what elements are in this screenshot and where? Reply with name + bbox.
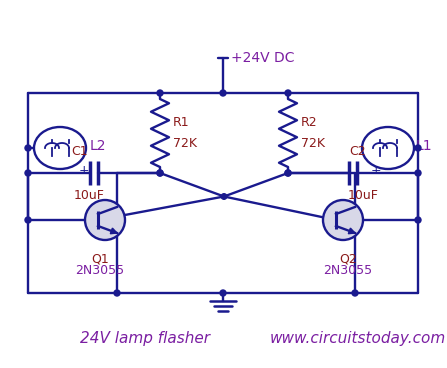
Text: C1: C1 xyxy=(72,145,89,158)
Polygon shape xyxy=(348,228,355,234)
Circle shape xyxy=(415,217,421,223)
Text: C2: C2 xyxy=(350,145,366,158)
Circle shape xyxy=(415,170,421,176)
Circle shape xyxy=(285,90,291,96)
Text: 24V lamp flasher: 24V lamp flasher xyxy=(80,330,210,346)
Circle shape xyxy=(114,290,120,296)
Circle shape xyxy=(415,145,421,151)
Text: www.circuitstoday.com: www.circuitstoday.com xyxy=(270,330,446,346)
Text: R2: R2 xyxy=(301,116,318,129)
Circle shape xyxy=(25,170,31,176)
Circle shape xyxy=(85,200,125,240)
Circle shape xyxy=(220,90,226,96)
Circle shape xyxy=(157,170,163,176)
Circle shape xyxy=(352,290,358,296)
Circle shape xyxy=(220,290,226,296)
Circle shape xyxy=(157,170,163,176)
Text: +: + xyxy=(371,163,381,177)
Text: +: + xyxy=(78,163,89,177)
Text: Q2: Q2 xyxy=(339,252,357,265)
Circle shape xyxy=(25,217,31,223)
Circle shape xyxy=(323,200,363,240)
Text: 72K: 72K xyxy=(173,137,197,150)
Ellipse shape xyxy=(362,127,414,169)
Text: 2N3055: 2N3055 xyxy=(324,264,372,277)
Circle shape xyxy=(25,145,31,151)
Circle shape xyxy=(157,90,163,96)
Text: +24V DC: +24V DC xyxy=(231,51,295,65)
Circle shape xyxy=(285,170,291,176)
Polygon shape xyxy=(110,228,117,234)
Text: L2: L2 xyxy=(90,139,106,153)
Text: L1: L1 xyxy=(416,139,433,153)
Text: R1: R1 xyxy=(173,116,190,129)
Ellipse shape xyxy=(34,127,86,169)
Text: 72K: 72K xyxy=(301,137,325,150)
Text: Q1: Q1 xyxy=(91,252,109,265)
Text: 2N3055: 2N3055 xyxy=(76,264,125,277)
Circle shape xyxy=(221,194,227,199)
Circle shape xyxy=(285,170,291,176)
Text: 10uF: 10uF xyxy=(348,189,379,202)
Text: 10uF: 10uF xyxy=(74,189,105,202)
